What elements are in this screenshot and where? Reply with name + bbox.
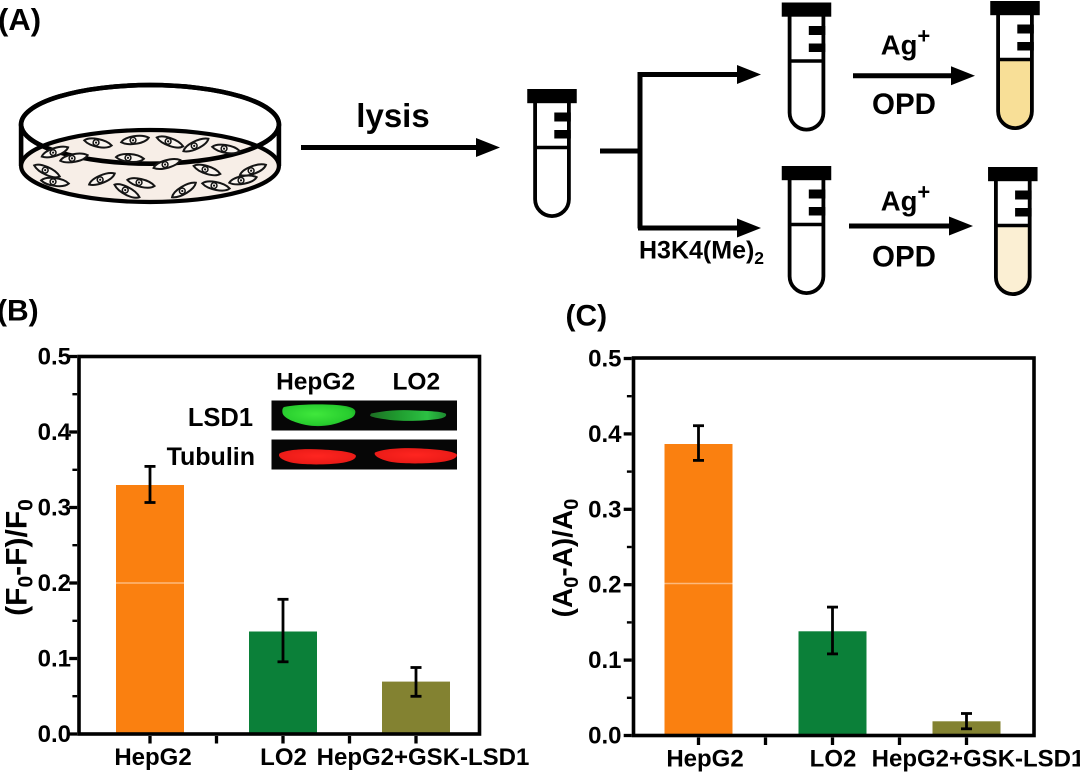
svg-text:0.0: 0.0 bbox=[588, 723, 621, 750]
svg-text:0.3: 0.3 bbox=[38, 495, 71, 522]
svg-text:0.5: 0.5 bbox=[588, 346, 621, 373]
svg-text:0.3: 0.3 bbox=[588, 496, 621, 523]
svg-text:(A0-A)/A0: (A0-A)/A0 bbox=[547, 499, 583, 618]
svg-text:HepG2+GSK-LSD1: HepG2+GSK-LSD1 bbox=[872, 746, 1080, 773]
svg-text:LO2: LO2 bbox=[810, 746, 857, 773]
svg-text:0.1: 0.1 bbox=[38, 646, 71, 673]
svg-text:OPD: OPD bbox=[872, 241, 936, 274]
svg-text:LO2: LO2 bbox=[392, 369, 440, 396]
svg-text:0.1: 0.1 bbox=[588, 647, 621, 674]
svg-text:HepG2: HepG2 bbox=[276, 369, 355, 396]
svg-text:0.4: 0.4 bbox=[588, 421, 622, 448]
svg-text:Ag+: Ag+ bbox=[881, 24, 931, 61]
svg-text:0.2: 0.2 bbox=[588, 572, 621, 599]
svg-text:(C): (C) bbox=[566, 300, 608, 333]
svg-text:OPD: OPD bbox=[872, 88, 936, 121]
svg-text:Tubulin: Tubulin bbox=[167, 443, 255, 471]
svg-text:HepG2: HepG2 bbox=[666, 746, 743, 773]
svg-text:lysis: lysis bbox=[356, 97, 429, 134]
svg-text:HepG2: HepG2 bbox=[114, 744, 191, 771]
svg-text:0.0: 0.0 bbox=[38, 721, 71, 748]
svg-text:0.2: 0.2 bbox=[38, 570, 71, 597]
svg-text:0.4: 0.4 bbox=[38, 419, 72, 446]
svg-text:LO2: LO2 bbox=[260, 744, 307, 771]
svg-text:HepG2+GSK-LSD1: HepG2+GSK-LSD1 bbox=[317, 744, 530, 771]
svg-text:LSD1: LSD1 bbox=[188, 404, 253, 432]
svg-text:(B): (B) bbox=[0, 295, 39, 328]
svg-text:H3K4(Me)2: H3K4(Me)2 bbox=[639, 237, 764, 269]
svg-text:(A): (A) bbox=[0, 2, 41, 37]
svg-text:Ag+: Ag+ bbox=[881, 180, 931, 217]
svg-text:(F0-F)/F0: (F0-F)/F0 bbox=[1, 499, 38, 616]
svg-text:0.5: 0.5 bbox=[38, 344, 71, 371]
